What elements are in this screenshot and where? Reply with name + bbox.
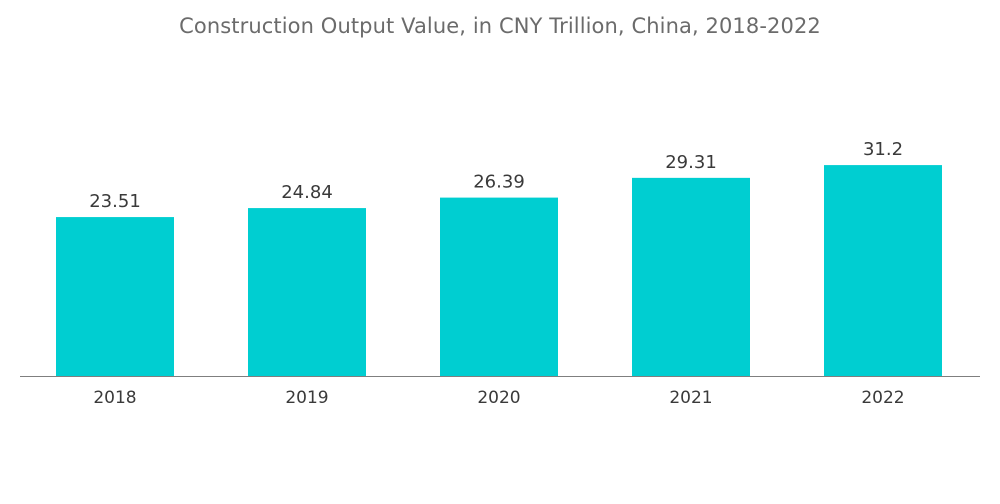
category-label-2022: 2022 bbox=[861, 388, 904, 408]
category-label-2021: 2021 bbox=[669, 388, 712, 408]
category-label-2018: 2018 bbox=[93, 388, 136, 408]
bars-group bbox=[56, 165, 942, 376]
value-label-2022: 31.2 bbox=[863, 139, 903, 160]
bar-2022 bbox=[824, 165, 942, 376]
category-labels-group: 2018 2019 2020 2021 2022 bbox=[93, 388, 904, 408]
category-label-2020: 2020 bbox=[477, 388, 520, 408]
value-label-2021: 29.31 bbox=[665, 152, 717, 173]
value-label-2018: 23.51 bbox=[89, 191, 141, 212]
bar-2021 bbox=[632, 177, 750, 376]
category-label-2019: 2019 bbox=[285, 388, 328, 408]
bar-2018 bbox=[56, 217, 174, 376]
value-label-2020: 26.39 bbox=[473, 172, 525, 193]
chart-title: Construction Output Value, in CNY Trilli… bbox=[179, 14, 821, 38]
value-label-2019: 24.84 bbox=[281, 182, 333, 203]
bar-2020 bbox=[440, 197, 558, 376]
value-labels-group: 23.51 24.84 26.39 29.31 31.2 bbox=[89, 139, 903, 212]
bar-2019 bbox=[248, 208, 366, 376]
